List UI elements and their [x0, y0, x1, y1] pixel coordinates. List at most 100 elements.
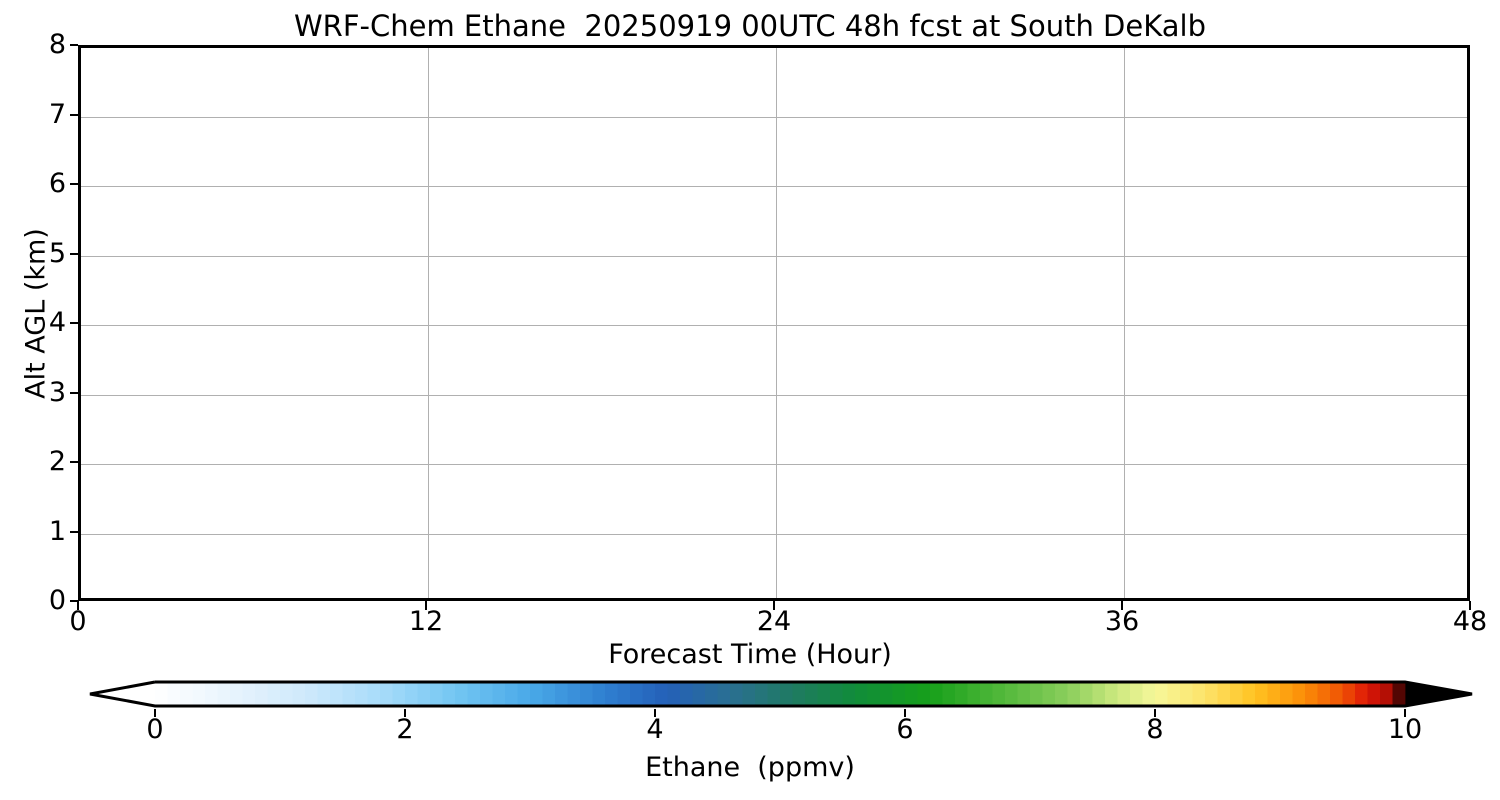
colorbar-band: [405, 682, 418, 706]
colorbar-band: [255, 682, 268, 706]
colorbar-band: [567, 682, 581, 706]
colorbar-band: [1117, 682, 1131, 706]
colorbar-outline: [89, 680, 1473, 708]
colorbar-band: [1017, 682, 1031, 706]
colorbar-band: [955, 682, 968, 706]
colorbar-band: [530, 682, 543, 706]
y-axis-tick-label: 5: [48, 237, 66, 269]
colorbar-band: [292, 682, 306, 706]
colorbar-band: [992, 682, 1006, 706]
colorbar-tick-label: 4: [646, 714, 664, 745]
colorbar-band: [892, 682, 906, 706]
colorbar-band: [480, 682, 493, 706]
colorbar-min-extension: [90, 682, 155, 706]
colorbar-band: [630, 682, 643, 706]
colorbar-band: [717, 682, 731, 706]
gridline-vertical: [1124, 48, 1125, 598]
colorbar-band: [1080, 682, 1093, 706]
colorbar-band: [230, 682, 243, 706]
colorbar-band: [755, 682, 768, 706]
y-axis-tick-label: 1: [48, 515, 66, 547]
colorbar-band: [1055, 682, 1068, 706]
colorbar-band: [705, 682, 718, 706]
colorbar-gradient: [89, 680, 1473, 708]
colorbar-band: [905, 682, 918, 706]
y-axis-tick-mark: [70, 600, 78, 602]
colorbar-band: [1205, 682, 1218, 706]
colorbar-band: [930, 682, 943, 706]
page-title: WRF-Chem Ethane 20250919 00UTC 48h fcst …: [294, 9, 1206, 43]
colorbar-band: [555, 682, 568, 706]
colorbar-band: [967, 682, 981, 706]
colorbar-tick-mark: [654, 709, 656, 717]
colorbar-band: [592, 682, 606, 706]
colorbar-band: [1267, 682, 1281, 706]
colorbar-band: [692, 682, 706, 706]
colorbar-band: [1130, 682, 1143, 706]
gridline-horizontal: [81, 464, 1467, 465]
colorbar-band: [1030, 682, 1043, 706]
colorbar-band: [330, 682, 343, 706]
colorbar-band: [192, 682, 206, 706]
x-axis-tick-label: 12: [408, 606, 444, 637]
gridline-horizontal: [81, 186, 1467, 187]
colorbar-band: [580, 682, 593, 706]
colorbar-band: [417, 682, 431, 706]
colorbar-band: [842, 682, 856, 706]
colorbar-band: [1380, 682, 1393, 706]
colorbar-band: [1042, 682, 1056, 706]
colorbar-band: [1317, 682, 1331, 706]
colorbar-band: [1067, 682, 1081, 706]
gridline-vertical: [776, 48, 777, 598]
gridline-horizontal: [81, 116, 1467, 118]
colorbar-band: [1280, 682, 1293, 706]
colorbar-band: [780, 682, 793, 706]
colorbar-band: [742, 682, 756, 706]
colorbar-band: [542, 682, 556, 706]
colorbar-band: [1355, 682, 1368, 706]
y-axis-tick-mark: [70, 461, 78, 463]
colorbar-band: [467, 682, 481, 706]
gridline-horizontal: [81, 394, 1467, 396]
colorbar-band: [392, 682, 406, 706]
colorbar-band: [505, 682, 518, 706]
colorbar-band: [855, 682, 868, 706]
y-axis-tick-label: 3: [48, 376, 66, 408]
colorbar-band: [492, 682, 506, 706]
x-axis-tick-mark: [1121, 601, 1123, 610]
colorbar-tick-label: 0: [146, 714, 164, 745]
colorbar-band: [1242, 682, 1256, 706]
colorbar-tick-mark: [1404, 709, 1406, 717]
colorbar-band: [1230, 682, 1243, 706]
colorbar-band: [867, 682, 881, 706]
y-axis-tick-label: 2: [48, 446, 66, 477]
y-axis-tick-mark: [70, 183, 78, 185]
colorbar-band: [680, 682, 693, 706]
colorbar-band: [617, 682, 631, 706]
x-axis-tick-label: 24: [756, 606, 792, 637]
colorbar-band: [517, 682, 531, 706]
colorbar-tick-label: 6: [896, 714, 914, 745]
colorbar-band: [1092, 682, 1106, 706]
colorbar-band: [180, 682, 193, 706]
y-axis-tick-mark: [70, 530, 78, 533]
colorbar-band: [1305, 682, 1318, 706]
colorbar-band: [242, 682, 256, 706]
colorbar-band: [455, 682, 468, 706]
colorbar-tick-mark: [154, 709, 156, 717]
colorbar-band: [1292, 682, 1306, 706]
y-axis-tick-label: 4: [48, 307, 66, 338]
colorbar-band: [205, 682, 218, 706]
gridline-horizontal: [81, 255, 1467, 257]
y-axis-tick-mark: [70, 252, 78, 255]
x-axis-tick-mark: [425, 601, 427, 610]
x-axis-tick-label: 0: [69, 606, 87, 637]
colorbar-band: [1180, 682, 1193, 706]
colorbar-band: [730, 682, 743, 706]
colorbar-band: [155, 682, 168, 706]
x-axis-tick-label: 48: [1452, 606, 1488, 637]
x-axis-tick-mark: [1469, 601, 1471, 610]
colorbar-band: [1255, 682, 1268, 706]
colorbar-tick-label: 2: [396, 714, 414, 745]
